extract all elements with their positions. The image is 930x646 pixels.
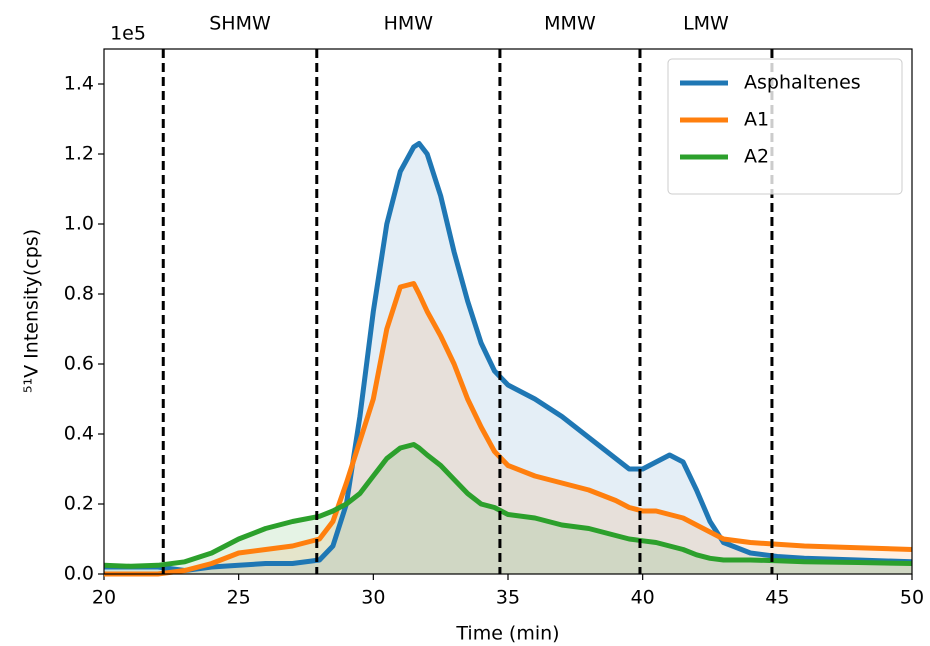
y-tick-label: 0.2: [64, 493, 94, 515]
y-offset-label: 1e5: [110, 23, 146, 45]
line: [103, 442, 913, 569]
legend-label: Asphaltenes: [744, 72, 861, 94]
y-tick-label: 1.2: [64, 143, 94, 165]
y-axis-label: ⁵¹V Intensity(cps): [21, 229, 43, 393]
y-tick-label: 1.4: [64, 73, 94, 95]
area: [104, 143, 912, 574]
x-axis-label: Time (min): [455, 623, 559, 645]
x-tick-label: 25: [227, 587, 251, 609]
region-label: HMW: [384, 13, 434, 35]
x-tick-label: 20: [92, 587, 116, 609]
legend-box: [667, 58, 903, 195]
x-tick-label: 35: [496, 587, 520, 609]
x-tick-label: 30: [361, 587, 385, 609]
region-label: SHMW: [209, 13, 271, 35]
line: [104, 281, 913, 577]
y-tick-label: 0.8: [64, 283, 94, 305]
x-tick-label: 50: [900, 587, 924, 609]
plot-frame: [103, 48, 913, 575]
x-tick-label: 45: [765, 587, 789, 609]
y-tick-label: 1.0: [64, 213, 94, 235]
region-label: MMW: [544, 13, 596, 35]
y-tick-label: 0.0: [64, 563, 94, 585]
region-label: LMW: [683, 13, 729, 35]
y-tick-label: 0.6: [64, 353, 94, 375]
x-tick-label: 40: [631, 587, 655, 609]
line: [104, 141, 913, 573]
legend-label: A1: [744, 109, 769, 131]
y-tick-label: 0.4: [64, 423, 94, 445]
legend-label: A2: [744, 146, 769, 168]
